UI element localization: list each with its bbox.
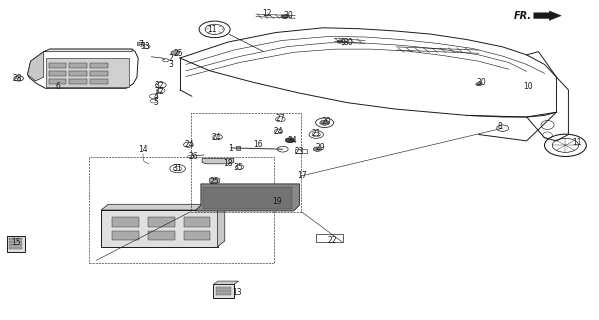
Text: 25: 25 (174, 49, 184, 58)
Text: 34: 34 (288, 136, 297, 145)
Bar (213, 284, 234, 298)
Bar (69, 79, 87, 84)
Text: 23: 23 (295, 147, 304, 156)
Bar (49, 71, 66, 76)
Text: 25: 25 (210, 177, 219, 186)
Text: 1: 1 (228, 144, 233, 153)
Circle shape (171, 51, 179, 55)
Text: 9: 9 (340, 38, 345, 47)
Text: 28: 28 (13, 74, 22, 83)
Polygon shape (534, 11, 561, 20)
Bar (216, 287, 231, 289)
Bar (190, 113, 301, 212)
Circle shape (320, 120, 329, 125)
Bar (69, 71, 87, 76)
Text: 24: 24 (211, 132, 220, 141)
Text: 22: 22 (328, 236, 337, 245)
Bar (101, 210, 217, 247)
Text: 15: 15 (11, 238, 20, 247)
Text: 8: 8 (497, 122, 502, 131)
Bar (9, 247, 22, 249)
Text: 17: 17 (298, 172, 307, 180)
Bar (7, 236, 25, 252)
Polygon shape (217, 204, 225, 247)
Text: 31: 31 (172, 164, 182, 173)
Polygon shape (213, 281, 238, 284)
Bar (89, 157, 274, 263)
Text: 3: 3 (168, 60, 174, 69)
Text: 16: 16 (253, 140, 262, 149)
Polygon shape (137, 42, 143, 45)
Text: 20: 20 (322, 117, 331, 126)
Bar (90, 71, 108, 76)
Circle shape (285, 138, 295, 143)
Bar (112, 231, 139, 240)
Text: 5: 5 (153, 98, 159, 107)
Text: FR.: FR. (513, 11, 531, 21)
Text: 33: 33 (140, 42, 150, 52)
Text: 32: 32 (155, 81, 164, 90)
Text: 30: 30 (344, 38, 353, 47)
Text: 2: 2 (169, 53, 173, 62)
Bar (148, 231, 174, 240)
Text: 21: 21 (311, 129, 321, 138)
Text: 24: 24 (184, 140, 193, 149)
Text: 26: 26 (188, 152, 198, 161)
Polygon shape (101, 204, 225, 210)
Bar (69, 63, 87, 68)
Polygon shape (28, 52, 44, 81)
Text: 30: 30 (284, 11, 294, 20)
Bar (90, 79, 108, 84)
Text: 24: 24 (274, 127, 283, 136)
Bar (216, 290, 231, 292)
Bar (202, 187, 292, 209)
Text: 13: 13 (232, 288, 241, 297)
Bar (9, 244, 22, 246)
Text: 7: 7 (139, 40, 144, 49)
Bar (316, 234, 343, 242)
Bar (148, 217, 174, 227)
Text: 4: 4 (153, 92, 159, 101)
Bar (183, 217, 210, 227)
Circle shape (313, 147, 322, 151)
Bar (46, 58, 129, 87)
Text: 19: 19 (272, 197, 282, 206)
Bar (90, 63, 108, 68)
Bar (49, 79, 66, 84)
Text: 30: 30 (477, 78, 486, 87)
Bar (183, 231, 210, 240)
Text: 35: 35 (234, 164, 243, 172)
Bar (295, 148, 307, 153)
Text: 11: 11 (573, 138, 582, 147)
Bar (9, 238, 22, 240)
Polygon shape (195, 184, 300, 211)
Bar (216, 293, 231, 295)
Text: 12: 12 (262, 9, 271, 18)
Text: 10: 10 (523, 82, 533, 91)
Text: 18: 18 (223, 159, 232, 168)
Text: 32: 32 (155, 87, 164, 96)
Text: 29: 29 (316, 143, 325, 152)
Circle shape (476, 83, 482, 86)
Circle shape (281, 15, 288, 19)
Bar (208, 178, 219, 182)
Bar (49, 63, 66, 68)
Circle shape (337, 40, 343, 43)
Bar (9, 241, 22, 243)
Polygon shape (44, 49, 132, 52)
Bar (112, 217, 139, 227)
Polygon shape (235, 146, 240, 150)
Text: 11: 11 (207, 25, 216, 34)
Text: 6: 6 (55, 82, 60, 91)
Polygon shape (202, 158, 234, 164)
Text: 14: 14 (138, 145, 148, 154)
Text: 27: 27 (276, 114, 285, 123)
